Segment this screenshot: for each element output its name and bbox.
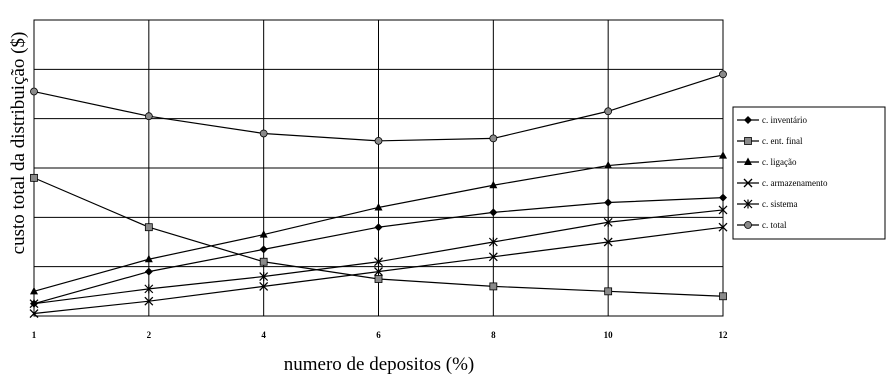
data-point [144, 223, 153, 232]
legend-label: c. armazenamento [762, 178, 828, 188]
legend-marker [744, 157, 752, 165]
x-tick-label: 1 [32, 330, 37, 340]
y-axis-label: custo total da distribuição ($) [8, 32, 29, 255]
data-point [259, 230, 268, 238]
legend-item: c. armazenamento [737, 178, 828, 188]
data-point [374, 275, 383, 283]
legend-item: c. total [737, 220, 787, 230]
data-point [719, 70, 727, 79]
x-tick-label: 8 [491, 330, 496, 340]
series-4 [29, 205, 728, 309]
data-point [604, 161, 613, 169]
data-point [144, 296, 154, 306]
data-point [604, 198, 613, 207]
data-point [719, 292, 727, 301]
data-point [30, 87, 38, 96]
legend-item: c. ent. final [737, 136, 803, 146]
data-point [488, 252, 498, 262]
data-point [374, 267, 383, 277]
series-layer [29, 70, 728, 318]
series-5 [30, 70, 727, 145]
data-point [718, 205, 728, 215]
data-point [259, 281, 269, 291]
data-point [144, 267, 153, 276]
legend-marker [744, 137, 752, 145]
data-point [488, 237, 498, 247]
plot-frame [33, 19, 724, 317]
data-point [29, 299, 39, 309]
data-point [603, 237, 613, 247]
legend-box [732, 106, 886, 240]
data-point [604, 107, 613, 116]
legend-label: c. inventário [762, 115, 807, 125]
data-point [719, 151, 727, 159]
data-point [374, 136, 383, 145]
legend-marker [744, 116, 752, 124]
data-point [30, 173, 38, 182]
data-point [259, 257, 268, 266]
data-point [603, 217, 613, 227]
legend-item: c. inventário [737, 115, 807, 125]
chart-legend: c. inventário c. ent. final c. ligação c. a… [732, 106, 886, 240]
data-point [29, 309, 39, 318]
data-point [489, 134, 498, 143]
x-tick-label: 6 [376, 330, 381, 340]
legend-label: c. ligação [762, 157, 797, 167]
series-3 [29, 222, 728, 318]
data-point [604, 287, 613, 296]
data-point [718, 222, 728, 232]
data-point [144, 112, 153, 121]
legend-marker [744, 221, 752, 229]
x-axis-ticks: 1 2 4 6 8 10 12 [32, 330, 728, 340]
legend-item: c. sistema [737, 199, 798, 209]
data-point [259, 245, 268, 254]
data-point [719, 193, 727, 202]
data-point [144, 254, 153, 263]
x-tick-label: 2 [147, 330, 152, 340]
legend-label: c. sistema [762, 199, 798, 209]
legend-label: c. ent. final [762, 136, 803, 146]
data-point [259, 272, 269, 282]
data-point [489, 282, 498, 291]
legend-label: c. total [762, 220, 787, 230]
data-point [374, 202, 383, 211]
x-tick-label: 12 [719, 330, 729, 340]
x-axis-label: numero de depositos (%) [284, 354, 474, 375]
series-2 [30, 151, 727, 295]
legend-item: c. ligação [737, 157, 797, 167]
data-point [489, 208, 498, 217]
data-point [259, 129, 268, 138]
x-tick-label: 4 [261, 330, 266, 340]
data-point [374, 223, 383, 232]
data-point [144, 284, 154, 294]
data-point [489, 180, 498, 189]
x-tick-label: 10 [604, 330, 614, 340]
plot-area [33, 19, 724, 317]
legend-marker [743, 178, 753, 188]
series-1 [30, 173, 727, 301]
data-point [374, 257, 383, 267]
data-point [30, 286, 38, 295]
legend-marker [743, 199, 753, 209]
